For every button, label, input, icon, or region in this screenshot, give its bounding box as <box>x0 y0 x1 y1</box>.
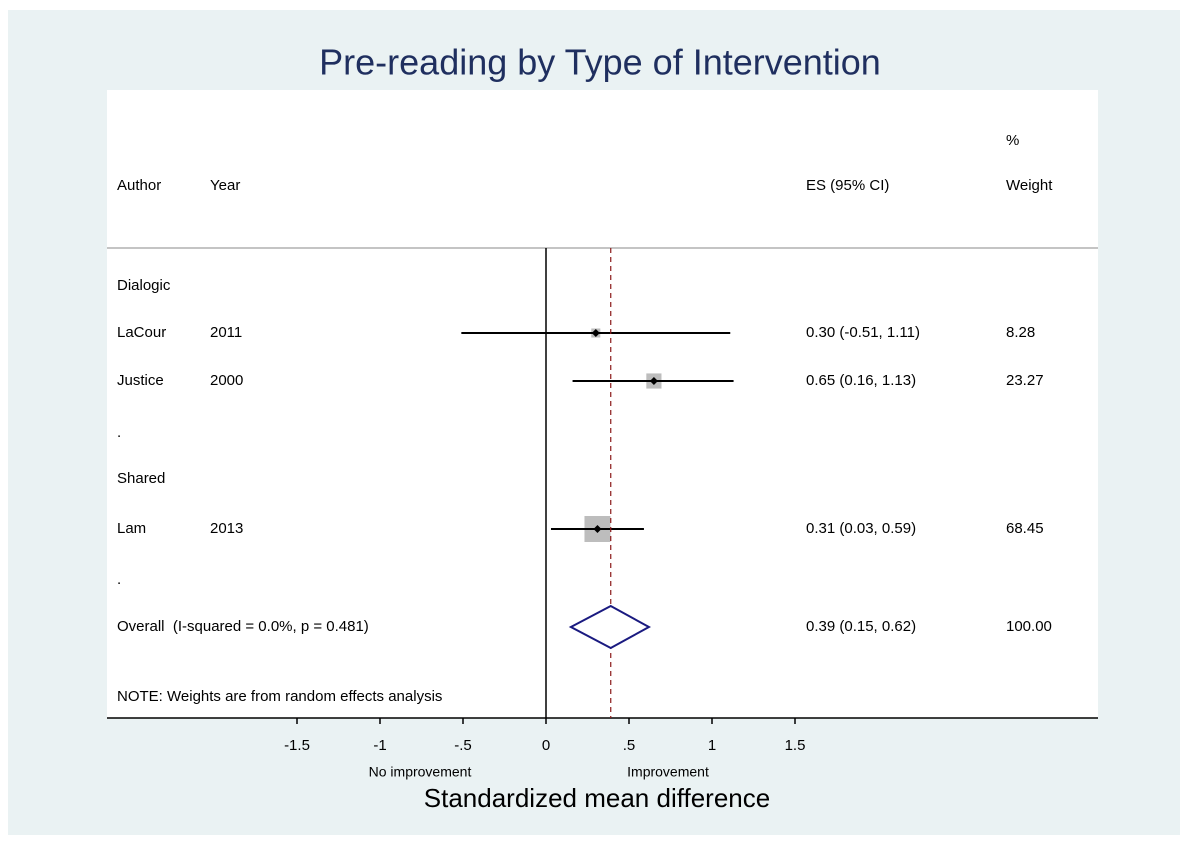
header-author: Author <box>117 177 161 194</box>
row-label: Overall (I-squared = 0.0%, p = 0.481) <box>117 618 369 635</box>
author: Justice <box>117 372 164 389</box>
note: NOTE: Weights are from random effects an… <box>117 688 442 705</box>
x-tick-label: .5 <box>623 737 636 754</box>
x-tick-label: 1 <box>708 737 716 754</box>
es-label: 0.39 (0.15, 0.62) <box>806 618 916 635</box>
row-label: . <box>117 424 121 441</box>
row-label: Shared <box>117 470 165 487</box>
x-tick-label: 0 <box>542 737 550 754</box>
left-note: No improvement <box>369 764 472 780</box>
header-weight-top: % <box>1006 132 1019 149</box>
row-label: Dialogic <box>117 277 171 294</box>
es-label: 0.31 (0.03, 0.59) <box>806 520 916 537</box>
overall-diamond <box>568 604 651 650</box>
point-estimate <box>591 329 600 337</box>
weight-label: 100.00 <box>1006 618 1052 635</box>
year: 2000 <box>210 372 243 389</box>
chart-title: Pre-reading by Type of Intervention <box>319 42 881 83</box>
es-label: 0.65 (0.16, 1.13) <box>806 372 916 389</box>
x-axis-title: Standardized mean difference <box>424 783 770 813</box>
point-estimate <box>649 377 658 385</box>
x-tick-label: -.5 <box>454 737 472 754</box>
year: 2011 <box>210 324 242 341</box>
header-weight: Weight <box>1006 177 1053 194</box>
author: LaCour <box>117 324 166 341</box>
header-es: ES (95% CI) <box>806 177 889 194</box>
row-label: . <box>117 571 121 588</box>
weight-label: 8.28 <box>1006 324 1035 341</box>
es-label: 0.30 (-0.51, 1.11) <box>806 324 920 341</box>
year: 2013 <box>210 520 243 537</box>
point-estimate <box>593 525 602 533</box>
x-tick-label: -1.5 <box>284 737 310 754</box>
weight-label: 68.45 <box>1006 520 1044 537</box>
header-year: Year <box>210 177 240 194</box>
x-tick-label: 1.5 <box>785 737 806 754</box>
author: Lam <box>117 520 146 537</box>
right-note: Improvement <box>627 764 709 780</box>
x-tick-label: -1 <box>373 737 386 754</box>
weight-label: 23.27 <box>1006 372 1044 389</box>
